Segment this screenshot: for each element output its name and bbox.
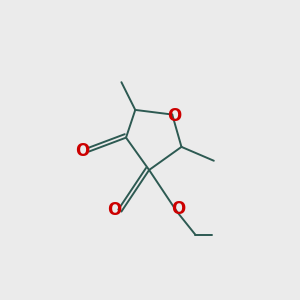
- Text: O: O: [172, 200, 186, 218]
- Text: O: O: [167, 107, 182, 125]
- Text: O: O: [76, 142, 90, 160]
- Text: O: O: [107, 201, 122, 219]
